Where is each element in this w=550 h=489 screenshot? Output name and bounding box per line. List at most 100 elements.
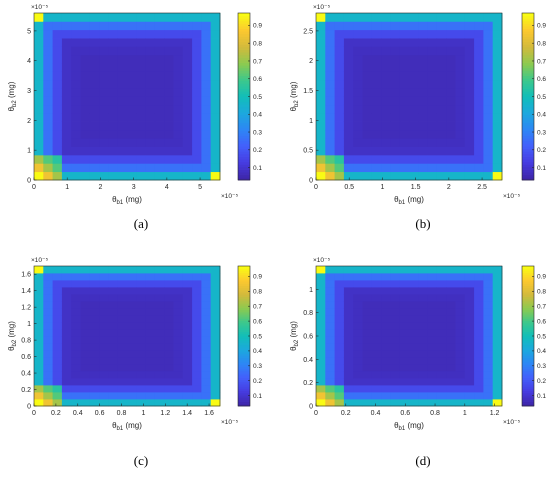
colorbar-tick-label: 0.8	[253, 41, 262, 48]
heatmap-cell	[182, 71, 193, 81]
heatmap-cell	[136, 163, 146, 173]
heatmap-cell	[192, 392, 202, 400]
heatmap-cell	[427, 357, 438, 365]
heatmap-cell	[446, 121, 456, 131]
heatmap-cell	[436, 54, 447, 64]
heatmap-cell	[455, 294, 466, 302]
colorbar: 0.10.20.30.40.50.60.70.80.9	[237, 265, 262, 407]
colorbar-segment	[522, 362, 534, 365]
heatmap-cell	[343, 308, 354, 316]
heatmap-cell	[446, 63, 456, 72]
heatmap-cell	[71, 385, 81, 393]
heatmap-cell	[52, 29, 63, 39]
heatmap-cell	[399, 287, 410, 295]
heatmap-cell	[164, 329, 174, 337]
heatmap-cell	[334, 171, 345, 181]
heatmap-cell	[446, 54, 456, 64]
heatmap-cell	[474, 329, 484, 337]
heatmap-cell	[446, 336, 456, 344]
heatmap-cell	[201, 63, 212, 72]
heatmap-cell	[182, 266, 193, 274]
heatmap-cell	[427, 280, 438, 288]
heatmap-cell	[436, 301, 447, 309]
heatmap-cell	[192, 322, 202, 330]
heatmap-cell	[464, 171, 475, 181]
heatmap-cell	[80, 46, 91, 56]
heatmap-cell	[418, 294, 428, 302]
heatmap-cell	[99, 38, 109, 47]
colorbar-segment	[522, 49, 534, 53]
heatmap-cell	[154, 329, 165, 337]
heatmap-cell	[89, 163, 100, 173]
heatmap-cell	[409, 364, 419, 372]
heatmap-cell	[127, 88, 137, 97]
heatmap-cell	[99, 113, 109, 122]
heatmap-cell	[446, 308, 456, 316]
heatmap-cell	[71, 294, 81, 302]
colorbar: 0.10.20.30.40.50.60.70.80.9	[237, 12, 262, 181]
colorbar-segment	[238, 135, 250, 139]
heatmap-cell	[43, 343, 53, 351]
heatmap-cell	[71, 280, 81, 288]
heatmap-cell	[182, 121, 193, 131]
heatmap-cell	[192, 63, 202, 72]
heatmap-cell	[371, 163, 382, 173]
heatmap-cell	[182, 329, 193, 337]
heatmap-cell	[334, 163, 345, 173]
heatmap-cell	[164, 287, 174, 295]
heatmap-cell	[492, 71, 503, 81]
heatmap-cell	[362, 129, 373, 139]
heatmap-cell	[418, 79, 428, 89]
heatmap-cell	[210, 138, 221, 147]
colorbar-tick-label: 0.7	[537, 304, 546, 311]
heatmap-cell	[145, 71, 156, 81]
heatmap-cell	[61, 88, 72, 97]
heatmap-cell	[117, 343, 128, 351]
colorbar-segment	[522, 26, 534, 30]
heatmap-cell	[71, 163, 81, 173]
heatmap-cell	[474, 154, 484, 164]
colorbar-segment	[522, 127, 534, 131]
heatmap-cell	[210, 121, 221, 131]
colorbar-segment	[238, 397, 250, 400]
colorbar-segment	[238, 174, 250, 178]
heatmap-cell	[34, 357, 44, 365]
heatmap-cell	[399, 273, 410, 281]
heatmap-cell	[43, 329, 53, 337]
heatmap-cell	[136, 294, 146, 302]
heatmap-cell	[173, 71, 184, 81]
heatmap-cell	[61, 104, 72, 114]
colorbar-tick-label: 0.5	[537, 94, 546, 101]
colorbar-segment	[522, 67, 534, 71]
colorbar-segment	[522, 140, 534, 144]
colorbar-segment	[522, 314, 534, 317]
colorbar-segment	[238, 307, 250, 311]
heatmap-cell	[108, 308, 119, 316]
y-tick-label: 0.8	[21, 338, 31, 345]
colorbar-segment	[238, 373, 250, 376]
heatmap-cell	[436, 96, 447, 106]
y-axis-label: θb2 (mg)	[289, 81, 300, 111]
heatmap-cell	[334, 96, 345, 106]
heatmap-cell	[108, 343, 119, 351]
heatmap-cell	[89, 287, 100, 295]
heatmap-cell	[455, 154, 466, 164]
heatmap-cell	[136, 357, 146, 365]
colorbar-tick-label: 0.5	[253, 333, 262, 340]
heatmap-cell	[43, 336, 53, 344]
heatmap-cell	[145, 104, 156, 114]
heatmap-cell	[80, 378, 91, 386]
colorbar-segment	[238, 140, 250, 144]
heatmap-cell	[399, 88, 410, 97]
heatmap-cell	[145, 273, 156, 281]
heatmap-cell	[71, 364, 81, 372]
heatmap-cell	[127, 13, 137, 22]
heatmap-cell	[390, 46, 401, 56]
heatmap-cell	[192, 280, 202, 288]
heatmap-cell	[371, 315, 382, 323]
heatmap-cell	[334, 46, 345, 56]
heatmap-cell	[390, 294, 401, 302]
heatmap-cell	[108, 29, 119, 39]
heatmap-cell	[154, 392, 165, 400]
heatmap-cell	[427, 378, 438, 386]
